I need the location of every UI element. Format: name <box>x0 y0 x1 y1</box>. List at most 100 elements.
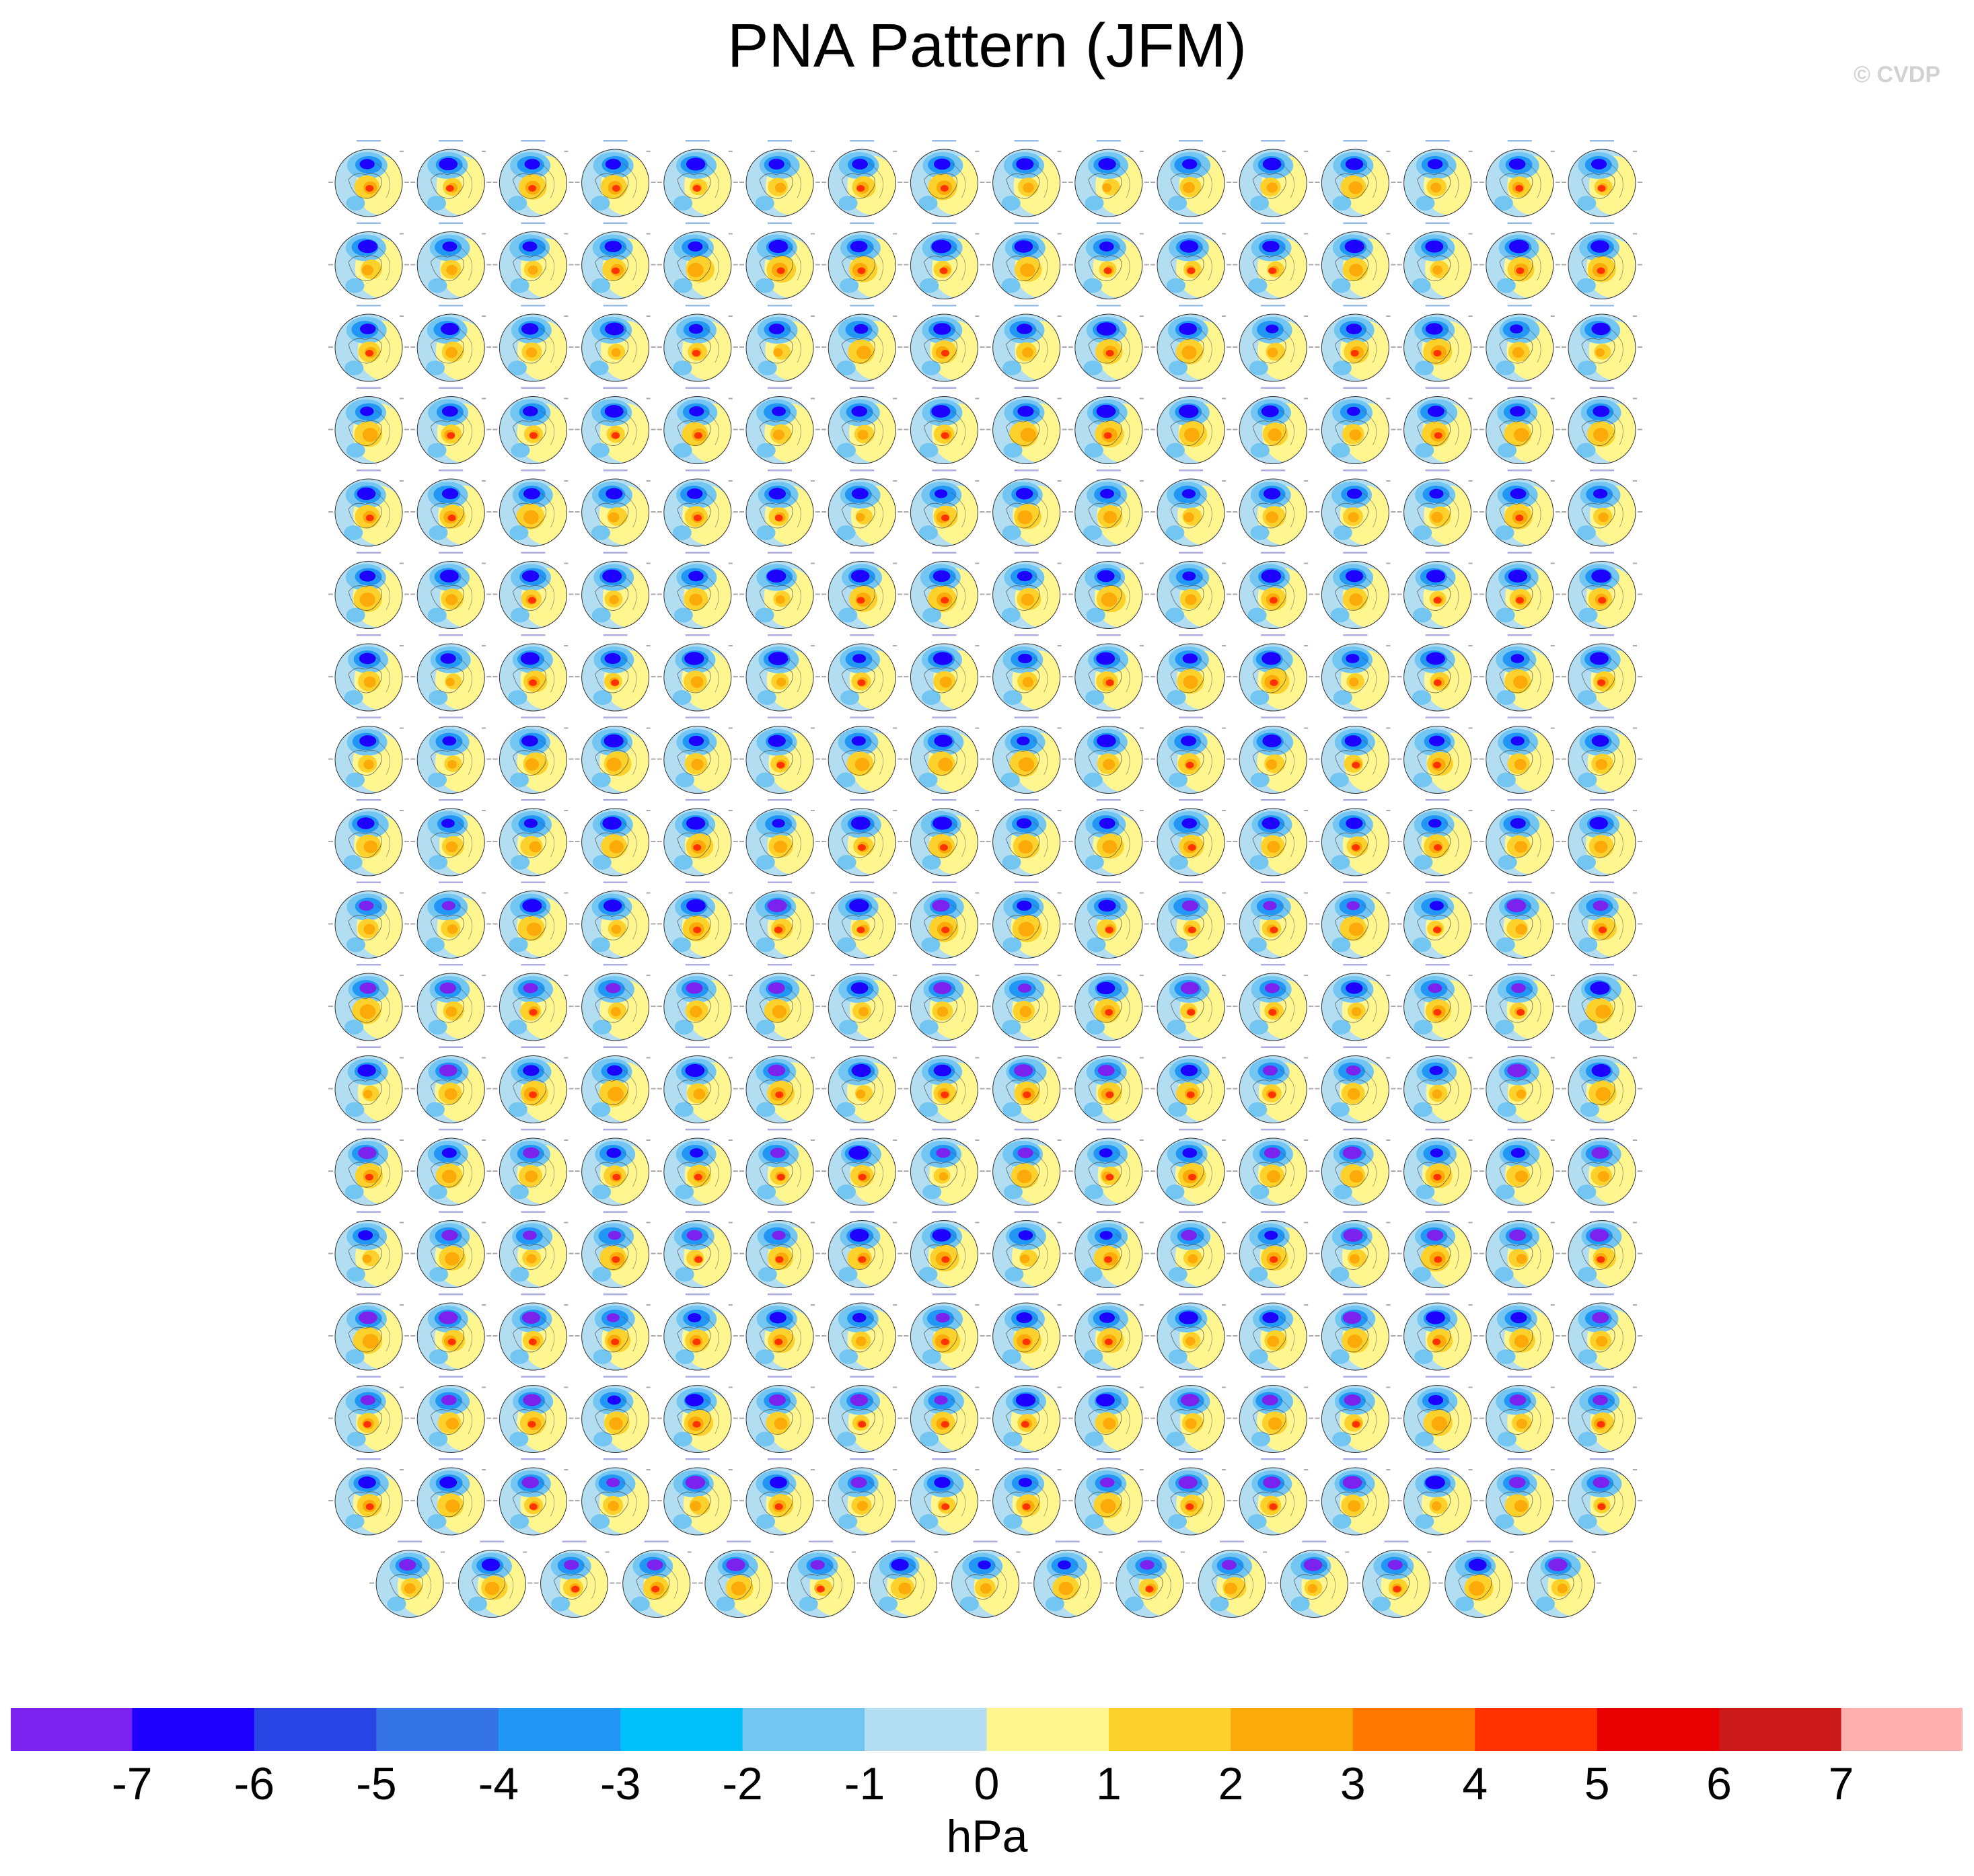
panel-title-strip <box>1590 470 1614 472</box>
map-panel <box>328 1376 409 1453</box>
map-panel <box>1562 222 1642 299</box>
map-panel <box>1479 1376 1560 1453</box>
map-panel <box>1397 799 1478 876</box>
panel-border <box>1239 231 1307 299</box>
panel-title-strip <box>357 634 381 636</box>
map-panel <box>1479 799 1560 876</box>
map-panel <box>1068 1211 1149 1288</box>
panel-border <box>1239 313 1307 382</box>
panel-title-strip <box>1343 1293 1368 1296</box>
panel-title-strip <box>357 1211 381 1213</box>
map-panel <box>904 387 985 464</box>
panel-title-strip <box>1096 1458 1121 1460</box>
panel-border <box>458 1550 526 1618</box>
panel-border <box>828 808 896 876</box>
map-panel <box>657 1129 738 1206</box>
map-panel <box>1068 222 1149 299</box>
panel-border <box>1568 1137 1636 1206</box>
panel-border <box>1157 643 1225 712</box>
panel-border <box>1321 1137 1389 1206</box>
panel-title-strip <box>1055 1540 1080 1542</box>
panel-border <box>1321 561 1389 629</box>
panel-title-strip <box>521 799 546 801</box>
map-panel <box>410 881 492 959</box>
panel-title-strip <box>1179 799 1203 801</box>
colorbar-bin <box>1597 1707 1720 1752</box>
panel-border <box>1568 643 1636 712</box>
map-panel <box>1562 470 1642 547</box>
map-panel <box>986 470 1067 547</box>
map-panel <box>1233 716 1314 794</box>
panel-border <box>1486 561 1554 629</box>
colorbar-tick-label: 3 <box>1340 1758 1366 1809</box>
panel-border <box>1074 1137 1143 1206</box>
map-panel <box>575 140 656 217</box>
map-panel <box>1315 964 1396 1041</box>
map-panel <box>904 716 985 794</box>
map-panel <box>410 387 492 464</box>
map-panel <box>698 1540 779 1618</box>
panel-border <box>334 1385 403 1453</box>
panel-title-strip <box>1179 470 1203 472</box>
panel-title-strip <box>357 305 381 307</box>
panel-title-strip <box>603 716 628 718</box>
colorbar-tick-label: -7 <box>112 1758 153 1809</box>
panel-border <box>1486 1385 1554 1453</box>
map-panel <box>657 305 738 382</box>
map-panel <box>1233 1376 1314 1453</box>
panel-border <box>416 396 485 464</box>
panel-border <box>499 726 567 794</box>
panel-title-strip <box>1466 1540 1491 1542</box>
panel-border <box>1321 726 1389 794</box>
map-panel <box>821 1293 903 1371</box>
panel-title-strip <box>768 1293 792 1296</box>
panel-border <box>828 313 896 382</box>
panel-border <box>910 1055 978 1123</box>
panel-title-strip <box>1507 305 1532 307</box>
panel-border <box>992 643 1061 712</box>
panel-title-strip <box>1179 552 1203 554</box>
map-panel <box>1068 552 1149 629</box>
panel-title-strip <box>357 140 381 142</box>
colorbar-bin <box>620 1707 743 1752</box>
map-panel <box>1315 387 1396 464</box>
panel-title-strip <box>932 716 957 718</box>
panel-title-strip <box>439 552 464 554</box>
colorbar-tick-label: -4 <box>478 1758 519 1809</box>
map-panel <box>1068 387 1149 464</box>
panel-border <box>1568 231 1636 299</box>
map-panel <box>657 387 738 464</box>
map-panel <box>1315 305 1396 382</box>
panel-border <box>499 313 567 382</box>
panel-title-strip <box>850 716 875 718</box>
map-panel <box>1233 552 1314 629</box>
map-panel <box>1479 305 1560 382</box>
panel-border <box>828 643 896 712</box>
panel-title-strip <box>1261 1458 1286 1460</box>
panel-border <box>910 478 978 547</box>
map-panel <box>1068 1129 1149 1206</box>
panel-border <box>910 396 978 464</box>
panel-border <box>992 561 1061 629</box>
panel-border <box>745 643 814 712</box>
panel-border <box>416 1137 485 1206</box>
map-panel <box>739 470 820 547</box>
panel-border <box>663 1467 732 1536</box>
map-panel <box>986 222 1067 299</box>
map-panel <box>739 964 820 1041</box>
panel-title-strip <box>1507 716 1532 718</box>
panel-border <box>416 643 485 712</box>
map-panel <box>369 1540 451 1618</box>
panel-border <box>1403 1467 1472 1536</box>
panel-title-strip <box>1507 552 1532 554</box>
panel-grid <box>328 140 1642 1618</box>
panel-border <box>1486 726 1554 794</box>
panel-title-strip <box>603 881 628 883</box>
panel-title-strip <box>521 470 546 472</box>
panel-border <box>992 1385 1061 1453</box>
panel-title-strip <box>1425 140 1450 142</box>
panel-title-strip <box>1014 1376 1039 1378</box>
map-panel <box>904 1293 985 1371</box>
panel-border <box>992 313 1061 382</box>
map-panel <box>986 1211 1067 1288</box>
